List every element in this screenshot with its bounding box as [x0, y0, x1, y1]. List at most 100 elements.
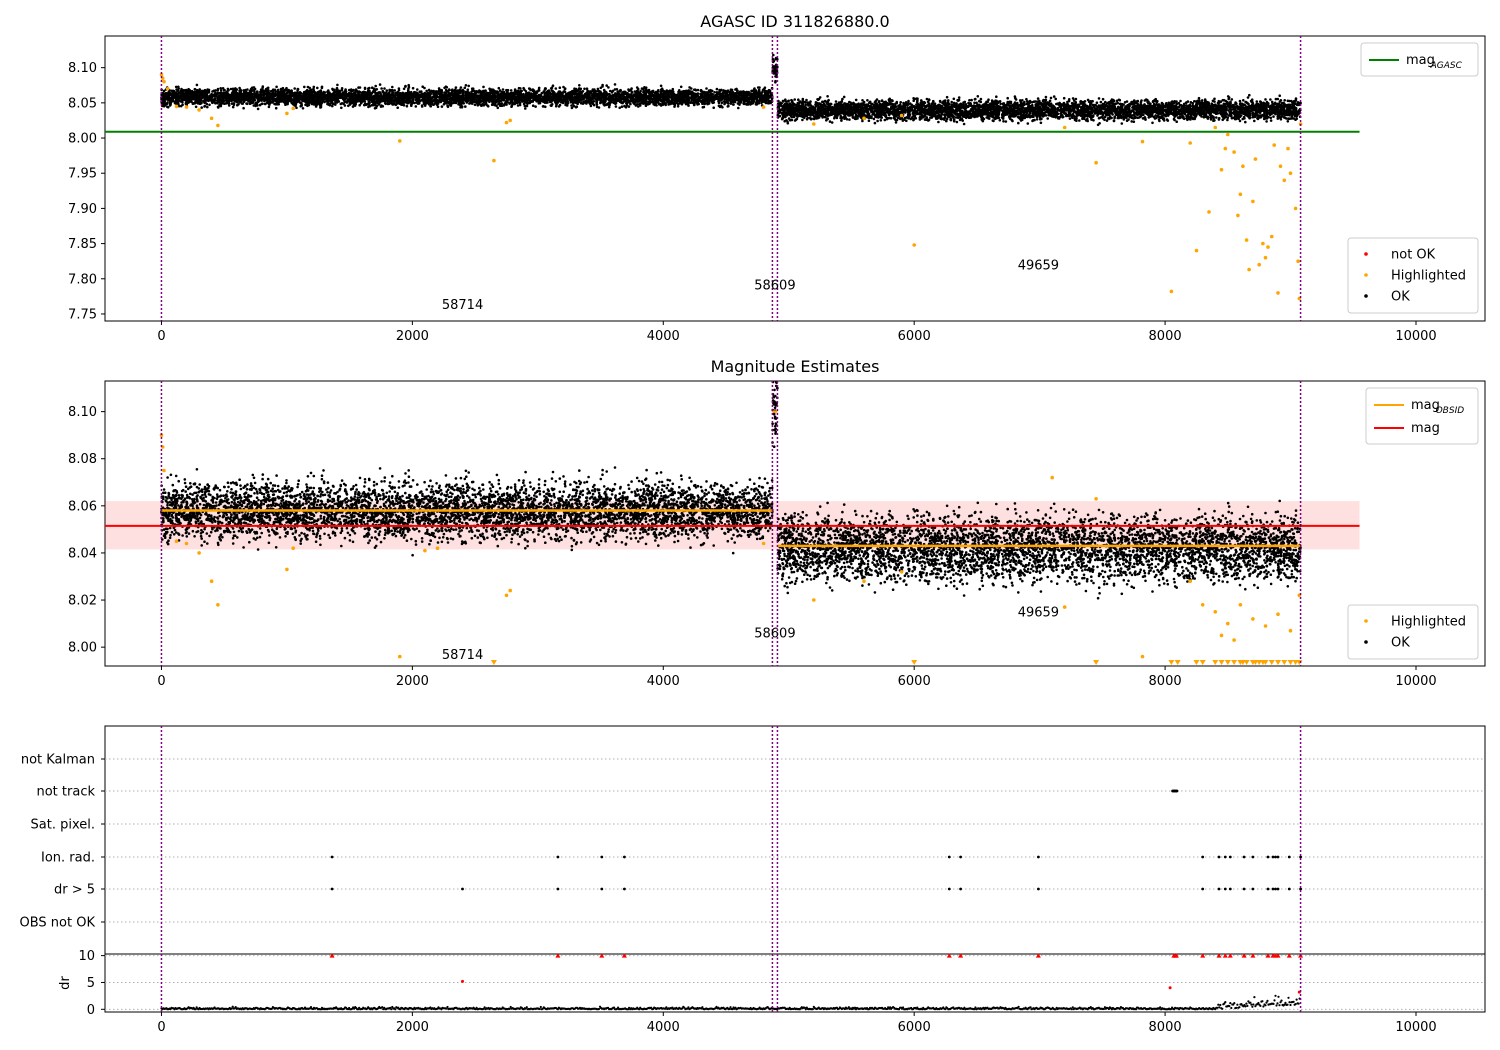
ok-point	[680, 90, 684, 93]
ok-point	[583, 92, 587, 96]
ok-point	[361, 90, 365, 94]
ok-point	[289, 99, 293, 103]
ok-point	[686, 103, 690, 106]
ok-point	[459, 86, 463, 89]
ok-point	[596, 87, 600, 91]
ok-point	[393, 89, 397, 92]
ok-point	[425, 89, 429, 93]
ok-point	[376, 97, 380, 100]
ok-point	[643, 96, 647, 100]
ok-point	[537, 100, 541, 104]
ok-point	[721, 96, 724, 99]
ok-point	[463, 86, 467, 90]
ok-point	[527, 94, 531, 97]
ok-point	[471, 87, 475, 90]
ok-point	[389, 93, 392, 97]
ok-point	[384, 102, 388, 106]
ok-point	[229, 87, 233, 91]
ok-point	[523, 88, 526, 91]
ok-point	[715, 87, 719, 91]
ok-point	[444, 85, 448, 88]
ok-point	[678, 100, 681, 103]
ok-point	[383, 87, 386, 90]
ok-point	[405, 104, 409, 108]
ok-point	[420, 104, 424, 107]
ok-point	[318, 104, 322, 107]
ok-point	[367, 101, 371, 105]
ok-point	[653, 103, 657, 107]
ok-point	[270, 100, 274, 104]
ok-point	[411, 99, 414, 102]
ok-point	[372, 103, 375, 107]
ok-point	[671, 87, 675, 91]
ok-point	[726, 101, 729, 104]
ok-point	[509, 89, 513, 92]
ok-point	[569, 93, 572, 97]
ok-point	[466, 88, 470, 91]
ok-point	[250, 89, 253, 92]
ok-point	[543, 101, 547, 104]
ok-point	[271, 93, 275, 97]
ok-point	[449, 104, 453, 107]
ok-point	[420, 98, 423, 102]
ok-point	[260, 102, 264, 106]
ok-point	[267, 105, 271, 109]
ok-point	[267, 89, 270, 92]
ok-point	[575, 101, 579, 105]
ok-point	[529, 88, 532, 92]
ok-point	[639, 95, 643, 98]
ok-point	[316, 86, 319, 90]
ok-point	[239, 99, 243, 103]
ok-point	[588, 98, 591, 102]
ok-point	[283, 89, 287, 92]
ok-point	[619, 90, 622, 93]
ok-point	[659, 84, 663, 88]
ok-point	[274, 106, 278, 110]
ok-point	[325, 100, 328, 103]
ok-point	[303, 85, 306, 89]
ok-point	[708, 94, 712, 98]
ok-point	[358, 86, 362, 89]
ok-point	[423, 86, 426, 90]
ok-point	[572, 104, 576, 108]
ok-point	[301, 107, 305, 110]
ok-point	[608, 92, 611, 96]
ok-point	[521, 99, 524, 102]
ok-point	[241, 102, 244, 105]
ok-point	[613, 83, 617, 86]
ok-point	[713, 91, 716, 94]
ok-point	[334, 101, 337, 104]
ok-point	[547, 91, 551, 94]
ok-point	[440, 105, 444, 108]
ok-point	[489, 94, 493, 98]
ok-point	[351, 105, 355, 108]
ok-point	[543, 87, 547, 90]
ok-point	[200, 89, 204, 93]
ok-point	[592, 100, 596, 103]
ok-point	[574, 89, 578, 93]
ok-point	[598, 94, 602, 97]
ok-point	[467, 84, 471, 88]
ok-point	[454, 86, 458, 89]
ok-point	[712, 106, 715, 109]
ok-point	[491, 101, 495, 104]
ok-point	[608, 89, 612, 93]
ok-point	[396, 93, 399, 97]
ok-point	[569, 100, 573, 104]
ok-point	[216, 99, 219, 102]
ok-point	[434, 101, 438, 105]
ok-point	[554, 87, 558, 90]
ok-point	[296, 98, 300, 102]
ok-point	[683, 101, 687, 104]
ok-point	[461, 93, 465, 97]
ok-point	[470, 95, 473, 99]
ok-point	[587, 93, 590, 97]
ok-point	[515, 99, 519, 103]
ok-point	[497, 86, 501, 90]
ok-point	[353, 92, 357, 96]
ok-point	[755, 92, 759, 96]
ok-point	[578, 88, 582, 91]
ok-point	[737, 106, 740, 110]
ok-point	[597, 106, 601, 109]
